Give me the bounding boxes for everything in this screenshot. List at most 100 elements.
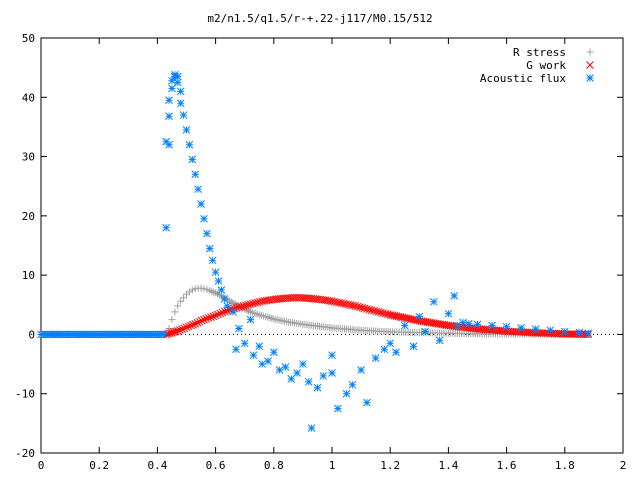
data-point bbox=[165, 140, 173, 149]
data-point bbox=[330, 297, 339, 306]
data-point bbox=[251, 299, 260, 307]
data-point bbox=[332, 298, 341, 307]
data-point bbox=[177, 297, 185, 305]
data-point bbox=[464, 319, 473, 328]
x-tick-label: 1 bbox=[329, 459, 336, 472]
x-tick-label: 1.6 bbox=[497, 459, 517, 472]
legend-marker bbox=[586, 61, 594, 69]
data-point bbox=[176, 87, 185, 96]
x-tick-label: 1.4 bbox=[438, 459, 458, 472]
y-tick-label: -20 bbox=[15, 447, 35, 460]
y-tick-label: 0 bbox=[28, 328, 35, 341]
data-point bbox=[171, 327, 180, 336]
data-point bbox=[339, 299, 348, 308]
x-tick-label: 1.2 bbox=[380, 459, 400, 472]
data-point bbox=[386, 339, 395, 348]
data-point bbox=[235, 324, 243, 333]
series-layer bbox=[37, 70, 592, 432]
series-acoustic-flux bbox=[37, 70, 592, 432]
legend-label: Acoustic flux bbox=[480, 72, 566, 85]
data-point bbox=[174, 302, 182, 310]
data-point bbox=[214, 277, 223, 285]
data-point bbox=[367, 306, 376, 314]
y-tick-label: 20 bbox=[22, 210, 35, 223]
x-tick-label: 0.8 bbox=[264, 459, 284, 472]
data-point bbox=[218, 308, 227, 317]
data-point bbox=[328, 369, 336, 377]
data-point bbox=[197, 284, 205, 292]
data-point bbox=[356, 303, 364, 312]
data-point bbox=[400, 321, 409, 330]
data-point bbox=[220, 295, 229, 303]
data-point bbox=[200, 315, 208, 324]
data-point bbox=[281, 363, 290, 371]
data-point bbox=[337, 299, 346, 307]
data-point bbox=[185, 288, 193, 296]
data-point bbox=[203, 285, 211, 293]
data-point bbox=[335, 298, 343, 307]
data-point bbox=[244, 300, 253, 309]
data-point bbox=[205, 244, 214, 253]
data-point bbox=[204, 314, 213, 322]
data-point bbox=[217, 286, 226, 294]
data-point bbox=[168, 84, 176, 93]
data-point bbox=[269, 348, 278, 357]
data-point bbox=[266, 314, 274, 322]
data-point bbox=[211, 268, 220, 277]
axis-ticks: 0 0.2 0.4 0.6 0.8 1 1.2 1.4 1.6 1.8 2 -20 -10 0 10 20 30… bbox=[15, 32, 626, 472]
data-point bbox=[214, 310, 222, 319]
x-tick-label: 0.6 bbox=[206, 459, 226, 472]
data-point bbox=[348, 380, 357, 389]
chart-title: m2/n1.5/q1.5/r-+.22-j117/M0.15/512 bbox=[207, 12, 432, 25]
data-point bbox=[450, 292, 459, 300]
data-point bbox=[328, 297, 336, 306]
data-point bbox=[473, 320, 482, 329]
data-point bbox=[209, 312, 218, 321]
data-point bbox=[409, 342, 418, 351]
data-point bbox=[351, 302, 360, 310]
data-point bbox=[200, 214, 208, 223]
data-point bbox=[173, 78, 182, 87]
data-point bbox=[429, 297, 438, 306]
data-point bbox=[264, 357, 272, 365]
x-tick-label: 0.2 bbox=[89, 459, 109, 472]
data-point bbox=[392, 348, 400, 357]
data-point bbox=[197, 200, 205, 208]
x-tick-label: 0 bbox=[38, 459, 45, 472]
x-tick-label: 0.4 bbox=[147, 459, 167, 472]
data-point bbox=[211, 311, 220, 320]
data-point bbox=[203, 229, 211, 238]
data-point bbox=[304, 378, 313, 386]
data-point bbox=[342, 300, 350, 308]
data-point bbox=[379, 309, 388, 317]
data-point bbox=[193, 318, 202, 327]
data-point bbox=[168, 316, 176, 324]
data-point bbox=[459, 318, 467, 327]
data-point bbox=[185, 140, 194, 149]
data-point bbox=[194, 185, 202, 194]
data-point bbox=[255, 297, 264, 306]
data-point bbox=[178, 325, 186, 333]
data-point bbox=[188, 155, 197, 164]
data-point bbox=[374, 308, 383, 316]
data-point bbox=[255, 342, 264, 351]
data-point bbox=[370, 306, 378, 315]
data-point bbox=[232, 345, 240, 354]
data-point bbox=[313, 383, 322, 392]
y-tick-label: 50 bbox=[22, 32, 35, 45]
data-point bbox=[372, 307, 381, 316]
data-point bbox=[189, 320, 197, 329]
data-point bbox=[371, 354, 380, 362]
data-point bbox=[191, 285, 199, 293]
data-point bbox=[517, 324, 526, 332]
legend-marker bbox=[586, 48, 594, 56]
data-point bbox=[333, 404, 342, 413]
data-point bbox=[246, 315, 255, 324]
data-point bbox=[287, 375, 296, 383]
data-point bbox=[173, 327, 182, 335]
data-point bbox=[242, 301, 250, 310]
data-point bbox=[415, 312, 424, 321]
data-point bbox=[187, 321, 195, 330]
data-point bbox=[319, 372, 328, 380]
